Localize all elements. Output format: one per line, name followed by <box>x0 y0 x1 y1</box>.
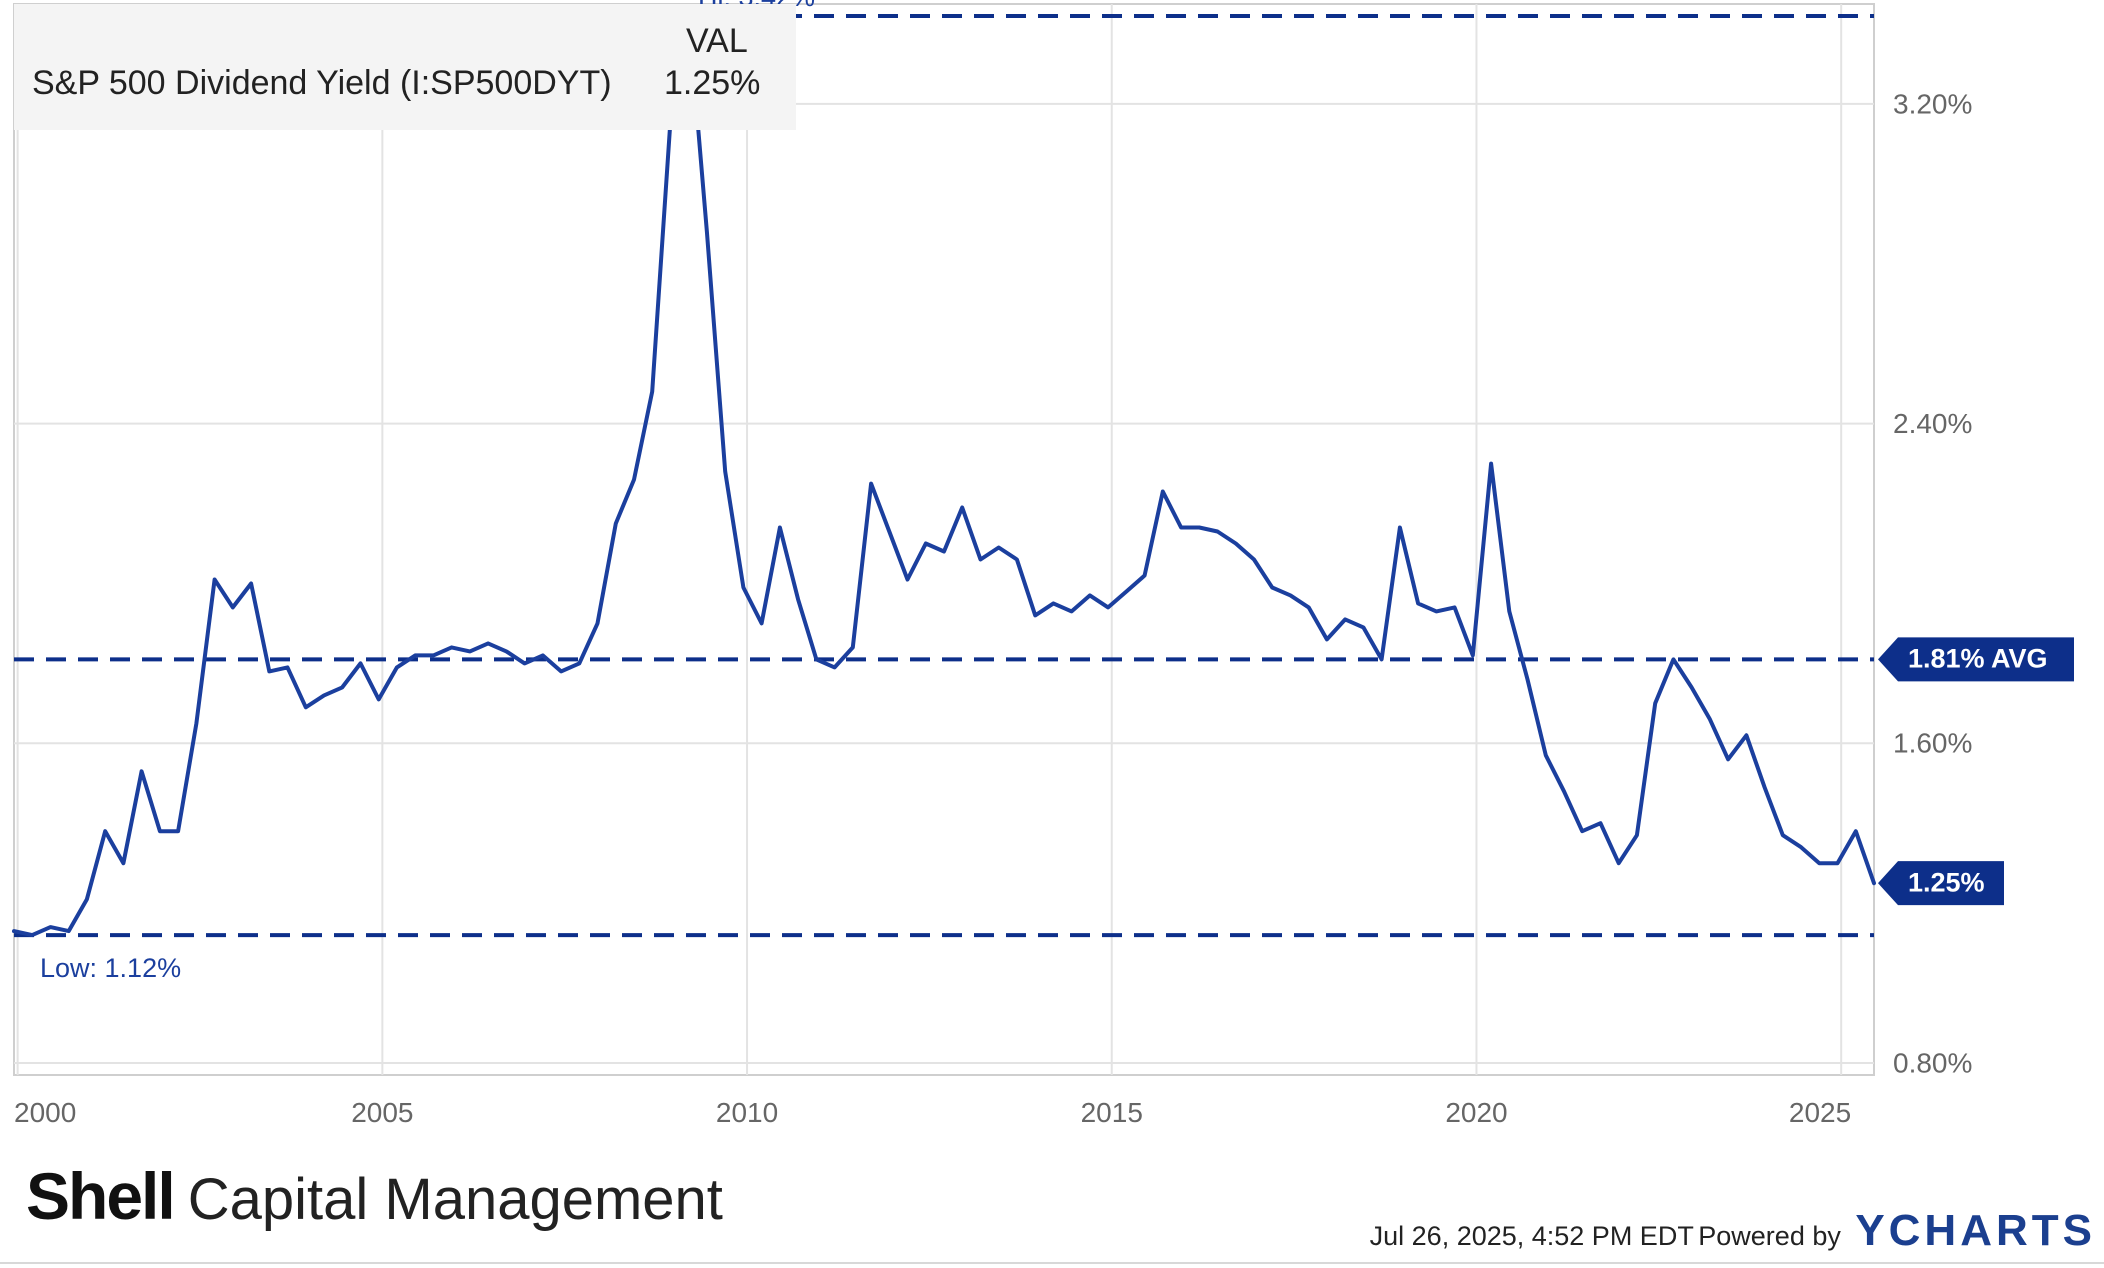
brand-name-rest: Capital Management <box>187 1167 723 1232</box>
y-tick-label: 3.20% <box>1893 88 1972 119</box>
ycharts-logo[interactable]: YCHARTS <box>1855 1206 2096 1255</box>
y-tick-label: 2.40% <box>1893 408 1972 439</box>
footer-timestamp: Jul 26, 2025, 4:52 PM EDT <box>1369 1221 1694 1251</box>
plot-frame <box>13 3 1875 1076</box>
legend-series-name: S&P 500 Dividend Yield (I:SP500DYT) <box>32 64 612 102</box>
x-tick-label: 2025 <box>1789 1097 1851 1128</box>
y-tick-label: 0.80% <box>1893 1047 1972 1078</box>
avg-badge-label: 1.81% AVG <box>1908 644 2048 674</box>
low-annotation: Low: 1.12% <box>40 953 181 983</box>
bottom-divider <box>0 1262 2104 1264</box>
brand-logo: Shell Capital Management <box>26 1158 723 1238</box>
footer-powered-by: Powered by <box>1698 1221 1841 1251</box>
series-line <box>12 14 1876 938</box>
avg-badge-shape <box>1878 637 2074 682</box>
legend-box <box>14 4 796 130</box>
x-tick-label: 2010 <box>716 1097 778 1128</box>
last-value-badge-shape <box>1878 861 2004 906</box>
footer: Jul 26, 2025, 4:52 PM EDT Powered by YCH… <box>1370 1206 2096 1256</box>
legend-current-value: 1.25% <box>664 64 761 102</box>
x-tick-label: 2020 <box>1445 1097 1507 1128</box>
last-value-badge-label: 1.25% <box>1908 867 1985 897</box>
x-tick-label: 2005 <box>351 1097 413 1128</box>
brand-name-bold: Shell <box>26 1159 176 1233</box>
legend-val-header: VAL <box>686 22 748 60</box>
x-tick-label: 2015 <box>1081 1097 1143 1128</box>
y-tick-label: 1.60% <box>1893 728 1972 759</box>
x-tick-label: 2000 <box>14 1097 76 1128</box>
